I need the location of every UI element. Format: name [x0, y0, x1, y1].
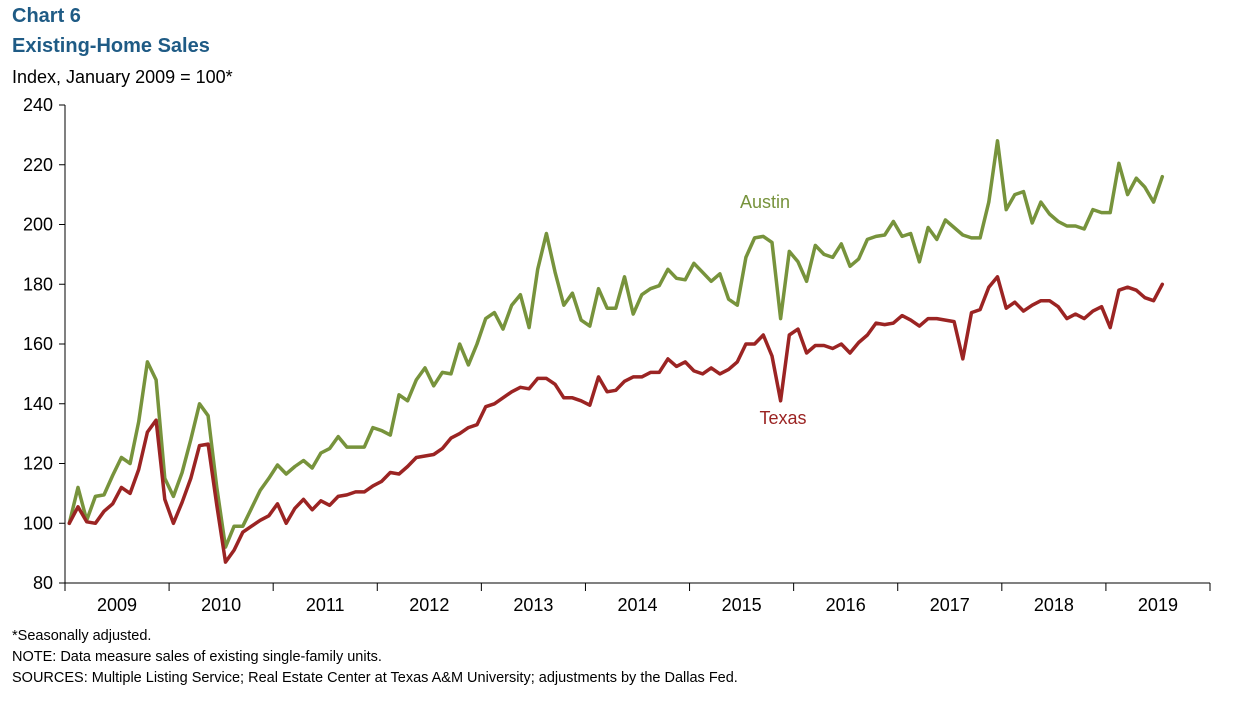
x-tick-label: 2019	[1138, 595, 1178, 615]
x-tick-label: 2018	[1034, 595, 1074, 615]
chart-title: Existing-Home Sales	[12, 35, 210, 57]
footnote-seasonal: *Seasonally adjusted.	[12, 628, 152, 644]
line-chart: 80 100 120 140 160 180 200 220 240 2009 2010 2011 20…	[23, 95, 1211, 615]
series-label-texas: Texas	[759, 408, 806, 428]
y-tick-label: 180	[23, 274, 53, 294]
series-label-austin: Austin	[740, 192, 790, 212]
footnote-sources: SOURCES: Multiple Listing Service; Real …	[12, 670, 738, 686]
y-tick-label: 200	[23, 215, 53, 235]
y-tick-label: 100	[23, 513, 53, 533]
footnote-note: NOTE: Data measure sales of existing sin…	[12, 649, 382, 665]
chart-number: Chart 6	[12, 5, 81, 27]
y-tick-label: 140	[23, 394, 53, 414]
y-tick-label: 240	[23, 95, 53, 115]
y-tick-label: 160	[23, 334, 53, 354]
chart-subtitle: Index, January 2009 = 100*	[12, 67, 233, 87]
y-tick-label: 120	[23, 454, 53, 474]
y-tick-label: 80	[33, 573, 53, 593]
x-tick-label: 2012	[409, 595, 449, 615]
x-tick-label: 2009	[97, 595, 137, 615]
series-line-texas	[67, 275, 1165, 564]
y-tick-label: 220	[23, 155, 53, 175]
x-tick-label: 2015	[722, 595, 762, 615]
x-tick-label: 2017	[930, 595, 970, 615]
x-tick-label: 2016	[826, 595, 866, 615]
x-tick-label: 2014	[617, 595, 657, 615]
x-tick-label: 2011	[306, 595, 345, 615]
x-tick-label: 2013	[513, 595, 553, 615]
series-line-austin	[67, 139, 1165, 549]
x-tick-label: 2010	[201, 595, 241, 615]
